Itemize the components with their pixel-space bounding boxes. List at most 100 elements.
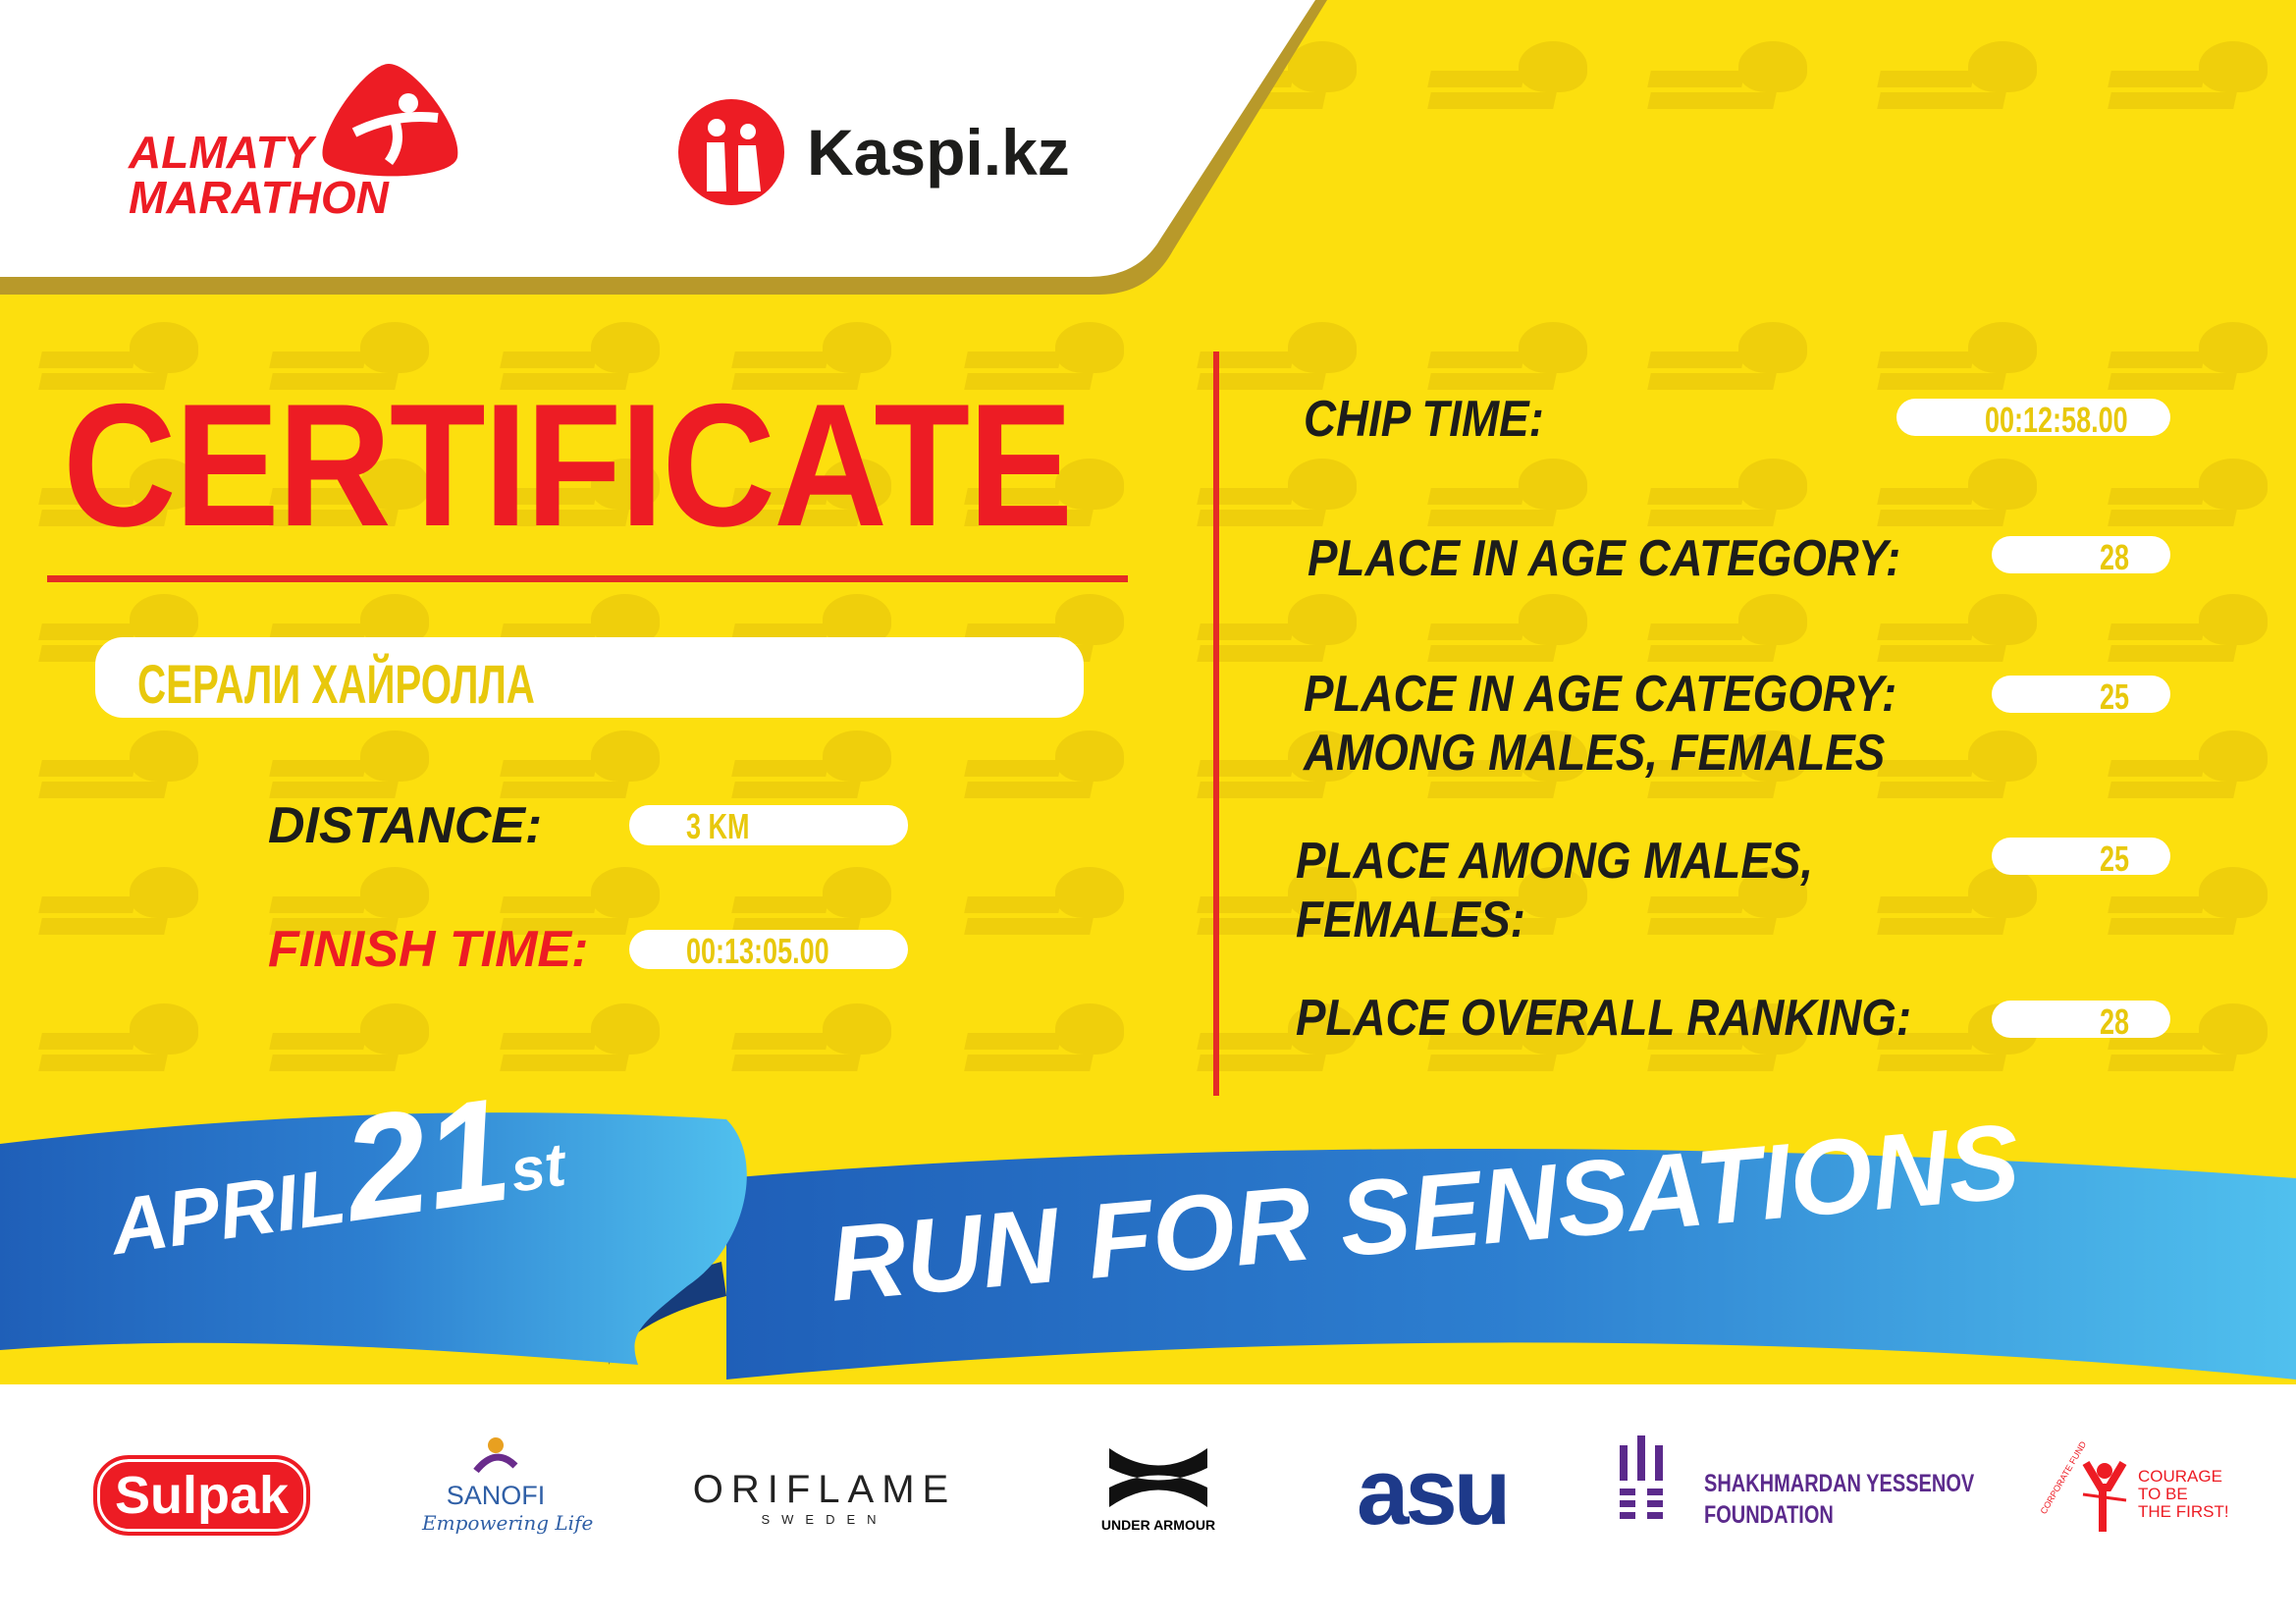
runner-logo-icon <box>322 64 458 177</box>
kaspi-icon <box>678 99 784 205</box>
watermark-logo <box>1645 41 1812 118</box>
watermark-logo <box>498 867 665 944</box>
watermark-logo <box>1875 322 2042 399</box>
watermark-logo <box>729 1003 896 1080</box>
watermark-logo <box>36 731 203 807</box>
distance-field: 3 KM <box>629 805 908 845</box>
under-armour-text: UNDER ARMOUR <box>1100 1517 1216 1533</box>
watermark-logo <box>1195 459 1362 535</box>
watermark-logo <box>962 867 1129 944</box>
watermark-logo <box>1875 594 2042 671</box>
watermark-logo <box>1425 731 1592 807</box>
watermark-logo <box>729 459 896 535</box>
watermark-logo <box>267 731 434 807</box>
finish-time-value: 00:13:05.00 <box>686 931 829 971</box>
oriflame-sub: SWEDEN <box>761 1512 888 1527</box>
watermark-logo <box>267 867 434 944</box>
watermark-logo <box>1875 867 2042 944</box>
oriflame-text: ORIFLAME <box>692 1468 957 1511</box>
date-ribbon <box>0 1112 2296 1380</box>
watermark-logo <box>498 1003 665 1080</box>
sponsor-oriflame: ORIFLAME SWEDEN <box>692 1468 957 1527</box>
watermark-logo <box>267 322 434 399</box>
result-label: PLACE IN AGE CATEGORY: AMONG MALES, FEMA… <box>1304 666 1897 782</box>
watermark-logo <box>729 322 896 399</box>
name-field <box>95 637 1084 718</box>
sponsor-courage: COURAGE TO BE THE FIRST! <box>2138 1467 2229 1521</box>
result-value: 28 <box>2100 537 2130 577</box>
result-field: 28 <box>1992 536 2170 577</box>
watermark-logo <box>1425 459 1592 535</box>
result-label: PLACE AMONG MALES, FEMALES: <box>1296 833 1814 948</box>
watermark-logo <box>729 867 896 944</box>
watermark-logo <box>267 459 434 535</box>
watermark-logo <box>962 594 1129 671</box>
header-panel <box>0 0 1327 295</box>
result-label: CHIP TIME: <box>1304 391 1544 448</box>
result-label: PLACE OVERALL RANKING: <box>1296 990 1912 1047</box>
watermark-logo <box>1645 594 1812 671</box>
watermark-logo <box>962 1003 1129 1080</box>
watermark-logo <box>1645 322 1812 399</box>
watermark-logo <box>2106 867 2272 944</box>
watermark-logo <box>729 594 896 671</box>
watermark-logo <box>36 1003 203 1080</box>
watermark-logo <box>2106 731 2272 807</box>
watermark-logo <box>962 322 1129 399</box>
under-armour-icon <box>1109 1448 1207 1507</box>
watermark-logo <box>1195 41 1362 118</box>
watermark-logo <box>498 322 665 399</box>
sponsor-yessenov: SHAKHMARDAN YESSENOV FOUNDATION <box>1704 1470 1975 1529</box>
watermark-logo <box>962 459 1129 535</box>
watermark-logo <box>1425 41 1592 118</box>
watermark-logo <box>1195 322 1362 399</box>
watermark-logo <box>1645 1003 1812 1080</box>
kaspi-logo: Kaspi.kz <box>677 98 1070 206</box>
result-field: 25 <box>1992 838 2170 877</box>
watermark-logo <box>498 594 665 671</box>
sponsor-under-armour: UNDER ARMOUR <box>1075 1443 1242 1533</box>
watermark-logo <box>1645 867 1812 944</box>
finish-time-field: 00:13:05.00 <box>629 930 908 969</box>
watermark-logo <box>2106 594 2272 671</box>
sponsor-sanofi: SANOFI Empowering Life <box>422 1432 594 1535</box>
date-day: 21 <box>334 1065 519 1253</box>
watermark-logo <box>36 867 203 944</box>
watermark-logo <box>1195 731 1362 807</box>
result-field: 28 <box>1992 1001 2170 1040</box>
sponsors-bar: Sulpak SANOFI Empowering Life ORIFLAME S… <box>0 1384 2296 1624</box>
watermark-logo <box>729 731 896 807</box>
distance-value: 3 KM <box>686 806 750 846</box>
watermark-logo <box>498 459 665 535</box>
date-month: APRIL <box>105 1151 351 1272</box>
result-field: 25 <box>1992 676 2170 715</box>
logo-line2: MARATHON <box>129 172 389 223</box>
result-field: 00:12:58.00 <box>1896 399 2170 438</box>
sanofi-text: SANOFI <box>446 1481 546 1510</box>
watermark-logo <box>36 322 203 399</box>
watermark-logo <box>267 594 434 671</box>
watermark-logo <box>36 459 203 535</box>
watermark-logo <box>1875 459 2042 535</box>
title-divider <box>47 575 1128 582</box>
date-suffix: st <box>506 1130 570 1206</box>
watermark-logo <box>1425 1003 1592 1080</box>
kaspi-text: Kaspi.kz <box>807 116 1070 189</box>
watermark-logo <box>962 731 1129 807</box>
finish-time-label: FINISH TIME: <box>268 921 589 978</box>
watermark-logo <box>2106 459 2272 535</box>
watermark-logo <box>1425 322 1592 399</box>
watermark-logo <box>1425 867 1592 944</box>
almaty-marathon-logo: ALMATY MARATHON <box>129 59 462 231</box>
sanofi-tagline: Empowering Life <box>422 1511 594 1535</box>
certificate-title: CERTIFICATE <box>63 367 1073 563</box>
watermark-logo <box>1425 594 1592 671</box>
watermark-logo <box>1195 867 1362 944</box>
watermark-logo <box>2106 41 2272 118</box>
watermark-logo <box>1645 459 1812 535</box>
yessenov-icon <box>1620 1435 1663 1519</box>
participant-name: СЕРАЛИ ХАЙРОЛЛА <box>137 653 535 715</box>
watermark-logo <box>1875 41 2042 118</box>
watermark-logo <box>2106 1003 2272 1080</box>
watermark-logo <box>498 731 665 807</box>
